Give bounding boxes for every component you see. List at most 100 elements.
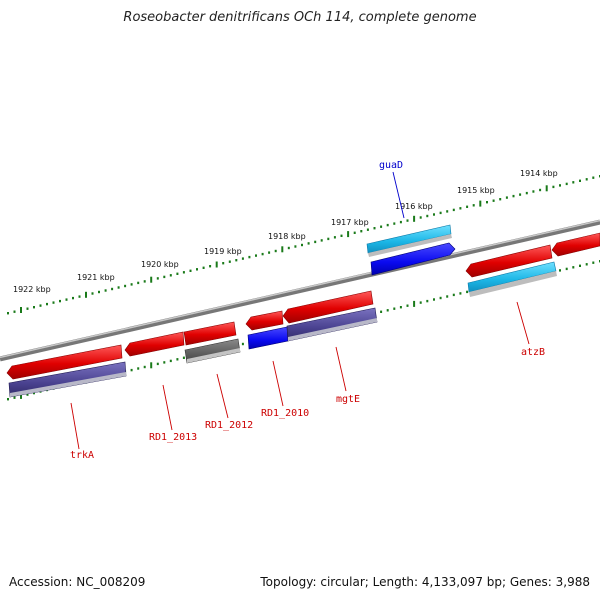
minor-tick <box>532 190 535 193</box>
minor-tick <box>13 310 16 313</box>
minor-tick <box>13 396 16 399</box>
minor-tick <box>26 393 29 396</box>
tick-label: 1917 kbp <box>331 218 369 227</box>
minor-tick <box>466 205 469 208</box>
gene-RD1_2010[interactable] <box>247 326 289 350</box>
gene-label-mgtE[interactable]: mgtE <box>336 394 360 405</box>
gene-label-trkA[interactable]: trkA <box>70 450 94 461</box>
gene-label-RD1_2010[interactable]: RD1_2010 <box>261 408 309 419</box>
minor-tick <box>137 281 140 285</box>
minor-tick <box>274 249 277 253</box>
minor-tick <box>46 302 48 306</box>
minor-tick <box>117 286 120 289</box>
minor-tick <box>248 255 251 259</box>
minor-tick <box>52 301 55 304</box>
gene-RD1_2012-red[interactable] <box>183 321 237 346</box>
gene-label-RD1_2012[interactable]: RD1_2012 <box>205 420 253 431</box>
minor-tick <box>268 251 271 254</box>
gene-atzB-red-1[interactable] <box>465 244 553 278</box>
gene-label-RD1_2013[interactable]: RD1_2013 <box>149 432 197 443</box>
minor-tick <box>320 239 323 242</box>
minor-tick <box>209 265 212 268</box>
tick-label: 1921 kbp <box>77 273 115 282</box>
minor-tick <box>169 359 172 363</box>
minor-tick <box>525 191 528 195</box>
minor-tick <box>492 199 495 202</box>
minor-tick <box>143 280 146 283</box>
minor-tick <box>466 290 469 294</box>
tick-label: 1914 kbp <box>520 169 558 178</box>
minor-tick <box>130 368 133 372</box>
minor-tick <box>143 365 146 369</box>
gene-mgtE-shadow <box>288 318 377 341</box>
minor-tick <box>333 236 336 239</box>
atzB-leader-line <box>516 301 530 345</box>
minor-tick <box>452 293 455 297</box>
minor-tick <box>33 306 35 309</box>
minor-tick <box>340 234 343 237</box>
minor-tick <box>255 254 257 257</box>
gene-guaD[interactable] <box>370 242 456 276</box>
minor-tick <box>426 299 429 303</box>
minor-tick <box>565 267 568 271</box>
minor-tick <box>380 310 383 313</box>
gene-trkA-red[interactable] <box>6 344 123 380</box>
tick-label: 1922 kbp <box>13 285 51 294</box>
minor-tick <box>539 188 542 192</box>
minor-tick <box>419 216 422 219</box>
minor-tick <box>72 296 74 300</box>
minor-tick <box>294 245 297 248</box>
minor-tick <box>439 296 442 300</box>
minor-tick <box>552 185 555 189</box>
minor-tick <box>228 260 231 263</box>
minor-tick <box>572 266 575 269</box>
minor-tick <box>156 277 159 280</box>
minor-tick <box>472 204 475 207</box>
minor-tick <box>59 299 61 303</box>
guaD-leader-line <box>392 171 405 219</box>
minor-tick <box>111 287 114 291</box>
minor-tick <box>406 304 409 307</box>
minor-tick <box>579 264 581 267</box>
minor-tick <box>399 306 402 309</box>
minor-tick <box>182 356 185 359</box>
minor-tick <box>189 269 192 272</box>
tick-label: 1918 kbp <box>268 232 306 241</box>
major-tick <box>545 185 548 192</box>
gene-label-guaD[interactable]: guaD <box>379 160 403 171</box>
minor-tick <box>222 262 225 265</box>
minor-tick <box>91 292 94 295</box>
major-tick <box>413 215 416 222</box>
minor-tick <box>592 261 595 264</box>
major-tick <box>347 231 350 238</box>
minor-tick <box>446 295 449 298</box>
minor-tick <box>386 223 389 227</box>
minor-tick <box>486 201 488 204</box>
minor-tick <box>65 298 68 301</box>
minor-tick <box>512 194 515 198</box>
minor-tick <box>202 266 205 269</box>
minor-tick <box>459 292 462 295</box>
gene-atzB-red-2[interactable] <box>551 232 600 257</box>
minor-tick <box>439 211 442 215</box>
minor-tick <box>406 219 409 222</box>
gene-RD1_2010-red[interactable] <box>245 310 284 331</box>
minor-tick <box>572 181 575 184</box>
minor-tick <box>459 207 462 210</box>
gene-label-atzB[interactable]: atzB <box>521 347 545 358</box>
gene-atzB-shadow <box>469 271 557 297</box>
minor-tick <box>241 342 244 346</box>
minor-tick <box>565 182 568 186</box>
tick-label: 1920 kbp <box>141 260 179 269</box>
minor-tick <box>156 362 159 366</box>
minor-tick <box>419 301 422 304</box>
genome-backbone-highlight <box>0 219 600 359</box>
minor-tick <box>353 231 356 234</box>
gene-RD1_2013[interactable] <box>124 331 185 357</box>
gene-mgtE-red[interactable] <box>282 290 374 324</box>
minor-tick <box>235 259 238 262</box>
minor-tick <box>585 178 588 181</box>
minor-tick <box>182 271 185 274</box>
tick-label: 1919 kbp <box>204 247 242 256</box>
